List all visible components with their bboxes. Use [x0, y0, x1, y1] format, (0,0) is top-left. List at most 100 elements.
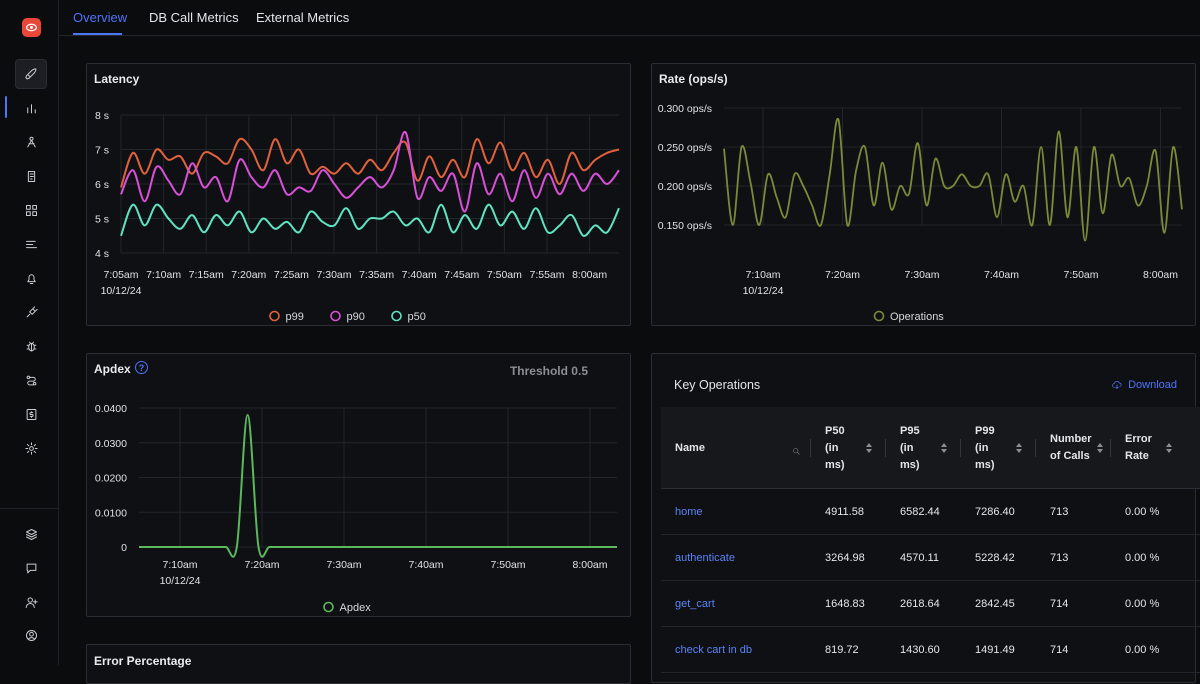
- column-header-p95[interactable]: P95 (in ms): [900, 424, 920, 471]
- column-header-p50[interactable]: P50 (in ms): [825, 424, 845, 471]
- x-tick-label: 8:00am: [572, 269, 607, 281]
- apdex-threshold: Threshold 0.5: [509, 364, 588, 378]
- cell-p95: 1430.60: [900, 644, 940, 656]
- cell-p99: 7286.40: [975, 506, 1015, 518]
- x-tick-label: 7:10am: [146, 269, 181, 281]
- sort-icon[interactable]: [1016, 443, 1022, 453]
- table-row[interactable]: get_cart 1648.83 2618.64 2842.45 714 0.00 %: [661, 581, 1200, 627]
- key-operations-panel: Key Operations Download Name P50 (in ms)…: [651, 353, 1200, 683]
- download-button[interactable]: Download: [1111, 379, 1177, 391]
- operation-name-link[interactable]: get_cart: [675, 598, 715, 610]
- legend-marker: [323, 601, 334, 613]
- account-icon[interactable]: [15, 620, 47, 650]
- tab-db-call-metrics[interactable]: DB Call Metrics: [149, 10, 239, 25]
- x-tick-label: 7:30am: [316, 269, 351, 281]
- sort-icon[interactable]: [941, 443, 947, 453]
- x-tick-label: 7:15am: [189, 269, 224, 281]
- cell-p95: 6582.44: [900, 506, 940, 518]
- cell-p50: 1648.83: [825, 598, 865, 610]
- latency-title: Latency: [94, 72, 140, 86]
- column-separator: [885, 439, 886, 457]
- logs-icon[interactable]: [15, 161, 47, 191]
- y-tick-label: 0.300 ops/s: [658, 103, 712, 115]
- x-tick-label: 8:00am: [572, 559, 607, 571]
- x-date-label: 10/12/24: [101, 285, 142, 297]
- tab-overview[interactable]: Overview: [73, 10, 128, 25]
- y-tick-label: 0.150 ops/s: [658, 220, 712, 232]
- x-date-label: 10/12/24: [743, 285, 784, 297]
- legend-marker: [330, 310, 341, 322]
- active-tab-underline: [73, 33, 122, 35]
- tab-external-metrics[interactable]: External Metrics: [256, 10, 350, 25]
- apdex-chart[interactable]: 0.0400 0.0300 0.0200 0.0100 0 7:10am 7:20am 7:3…: [87, 354, 632, 618]
- column-header-p99[interactable]: P99 (in ms): [975, 424, 995, 471]
- search-filter-icon[interactable]: [792, 443, 801, 455]
- cloud-download-icon: [1112, 381, 1122, 390]
- sort-icon[interactable]: [1097, 443, 1103, 453]
- x-tick-label: 7:40am: [408, 559, 443, 571]
- bar-chart-icon[interactable]: [15, 93, 47, 123]
- cell-calls: 713: [1050, 552, 1069, 564]
- dashboard-grid-icon[interactable]: [15, 195, 47, 225]
- plug-icon[interactable]: [15, 297, 47, 327]
- x-tick-label: 7:05am: [103, 269, 138, 281]
- legend-label-p99: p99: [286, 311, 304, 323]
- table-header: Name P50 (in ms) P95 (in ms) P99 (in ms)…: [661, 407, 1200, 489]
- service-map-icon[interactable]: [15, 127, 47, 157]
- x-tick-label: 7:30am: [904, 269, 939, 281]
- y-tick-label: 7 s: [95, 145, 109, 157]
- sort-icon[interactable]: [1166, 443, 1172, 453]
- cell-p99: 2842.45: [975, 598, 1015, 610]
- legend-label-operations: Operations: [890, 311, 944, 323]
- error-percentage-title: Error Percentage: [94, 654, 192, 668]
- cell-error-rate: 0.00 %: [1125, 644, 1160, 656]
- cell-calls: 713: [1050, 506, 1069, 518]
- eye-logo-icon[interactable]: [22, 18, 41, 37]
- legend-label-p90: p90: [347, 311, 365, 323]
- column-header-error-rate[interactable]: Error Rate: [1125, 433, 1152, 462]
- operation-name-link[interactable]: check cart in db: [675, 644, 753, 656]
- chat-icon[interactable]: [15, 553, 47, 583]
- x-tick-label: 7:20am: [231, 269, 266, 281]
- x-date-label: 10/12/24: [160, 575, 201, 587]
- table-row[interactable]: check cart in db 819.72 1430.60 1491.49 714 0…: [661, 627, 1200, 673]
- billing-icon[interactable]: [15, 399, 47, 429]
- sidebar: [0, 0, 59, 665]
- y-tick-label: 0.250 ops/s: [658, 142, 712, 154]
- series-line-apdex: [139, 413, 617, 558]
- cell-p95: 2618.64: [900, 598, 940, 610]
- y-tick-label: 0.0400: [95, 403, 127, 415]
- rate-chart[interactable]: 0.300 ops/s 0.250 ops/s 0.200 ops/s 0.150 o…: [652, 64, 1197, 327]
- sort-icon[interactable]: [866, 443, 872, 453]
- operation-name-link[interactable]: authenticate: [675, 552, 735, 564]
- download-label: Download: [1128, 379, 1177, 391]
- column-header-calls[interactable]: Number of Calls: [1050, 433, 1092, 462]
- table-row[interactable]: authenticate 3264.98 4570.11 5228.42 713 0.00…: [661, 535, 1200, 581]
- invite-user-icon[interactable]: [15, 587, 47, 617]
- list-icon[interactable]: [15, 229, 47, 259]
- latency-chart[interactable]: 8 s 7 s 6 s 5 s 4 s 7:05am 7:10am 7:15am 7:20am 7…: [87, 64, 632, 327]
- x-tick-label: 7:10am: [162, 559, 197, 571]
- y-tick-label: 5 s: [95, 214, 109, 226]
- rate-panel: Rate (ops/s) 0.300 ops/s 0.250 ops/s 0.200…: [651, 63, 1196, 326]
- rocket-icon[interactable]: [15, 59, 47, 89]
- x-tick-label: 7:25am: [274, 269, 309, 281]
- alerts-bell-icon[interactable]: [15, 263, 47, 293]
- apdex-title: Apdex: [94, 362, 131, 376]
- help-icon[interactable]: ?: [135, 361, 148, 374]
- series-line-p99: [120, 137, 620, 188]
- bug-icon[interactable]: [15, 331, 47, 361]
- active-nav-indicator: [5, 96, 7, 118]
- settings-gear-icon[interactable]: [15, 433, 47, 463]
- column-header-name[interactable]: Name: [675, 441, 705, 454]
- layers-icon[interactable]: [15, 519, 47, 549]
- y-tick-label: 4 s: [95, 248, 109, 260]
- apdex-panel: Apdex ? Threshold 0.5 0.0400 0.0300 0.0200…: [86, 353, 631, 617]
- y-tick-label: 0: [121, 542, 127, 554]
- operation-name-link[interactable]: home: [675, 506, 703, 518]
- cell-p95: 4570.11: [900, 552, 939, 564]
- table-row[interactable]: home 4911.58 6582.44 7286.40 713 0.00 %: [661, 489, 1200, 535]
- pipelines-icon[interactable]: [15, 365, 47, 395]
- y-tick-label: 0.0200: [95, 473, 127, 485]
- x-tick-label: 7:40am: [402, 269, 437, 281]
